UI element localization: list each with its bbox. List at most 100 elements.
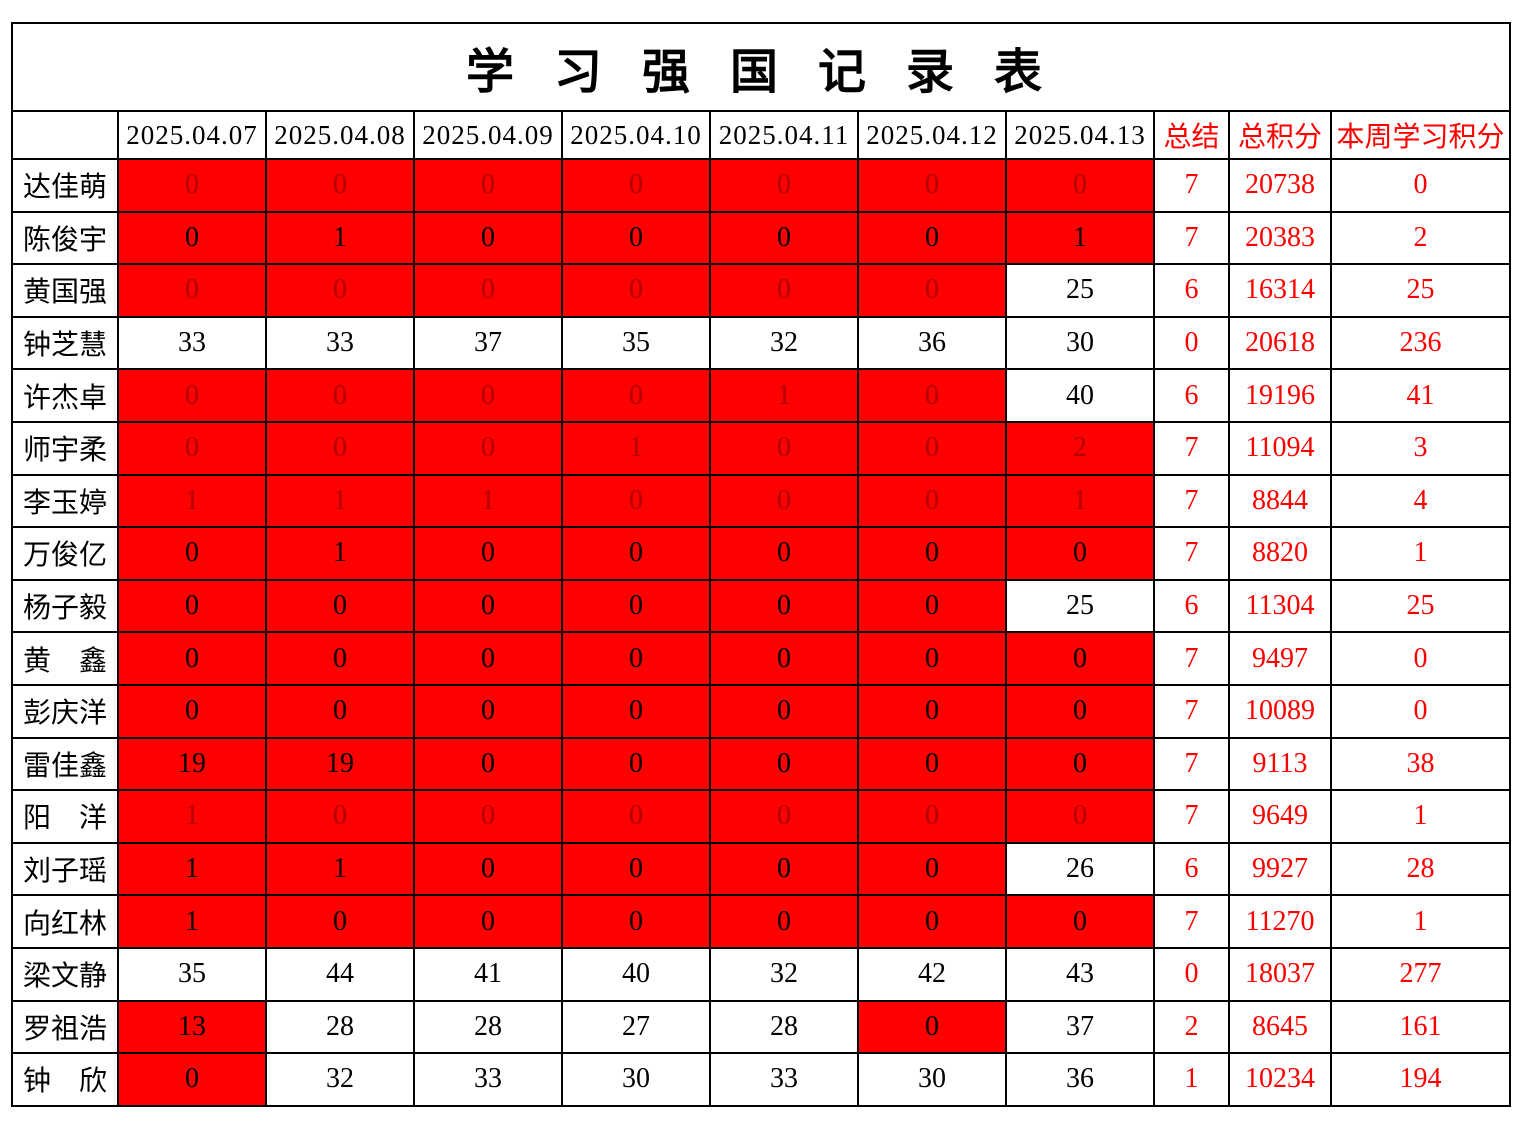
total-points-cell: 10234 (1228, 1052, 1332, 1107)
summary-cell: 6 (1153, 578, 1230, 634)
day-cell: 30 (857, 1052, 1007, 1107)
row-name: 罗祖浩 (11, 999, 119, 1055)
day-cell: 35 (561, 315, 711, 371)
day-cell: 0 (117, 158, 267, 213)
day-cell: 0 (413, 683, 563, 739)
day-cell: 36 (857, 315, 1007, 371)
day-cell: 0 (413, 631, 563, 686)
table-row: 黄国强 0 0 0 0 0 0 25 6 16314 25 (11, 263, 1511, 318)
row-name: 陈俊宇 (11, 210, 119, 266)
day-cell: 26 (1005, 841, 1155, 897)
day-cell: 0 (117, 683, 267, 739)
summary-cell: 2 (1153, 999, 1230, 1055)
day-cell: 0 (117, 368, 267, 423)
row-name: 李玉婷 (11, 473, 119, 529)
day-cell: 36 (1005, 1052, 1155, 1107)
day-cell: 0 (117, 1052, 267, 1107)
week-points-cell: 236 (1330, 315, 1511, 371)
day-cell: 0 (857, 420, 1007, 476)
col-header-date: 2025.04.13 (1005, 110, 1155, 160)
table-row: 许杰卓 0 0 0 0 1 0 40 6 19196 41 (11, 368, 1511, 423)
table-row: 刘子瑶 1 1 0 0 0 0 26 6 9927 28 (11, 841, 1511, 897)
day-cell: 0 (413, 578, 563, 634)
col-header-date: 2025.04.10 (561, 110, 711, 160)
header-row: 2025.04.07 2025.04.08 2025.04.09 2025.04.10… (11, 110, 1511, 160)
day-cell: 0 (857, 789, 1007, 844)
page-title: 学 习 强 国 记 录 表 (11, 22, 1511, 112)
day-cell: 0 (857, 368, 1007, 423)
day-cell: 0 (1005, 683, 1155, 739)
day-cell: 0 (1005, 894, 1155, 949)
day-cell: 0 (1005, 631, 1155, 686)
table-row: 向红林 1 0 0 0 0 0 0 7 11270 1 (11, 894, 1511, 949)
day-cell: 40 (1005, 368, 1155, 423)
table-row: 师宇柔 0 0 0 1 0 0 2 7 11094 3 (11, 420, 1511, 476)
day-cell: 0 (117, 526, 267, 581)
day-cell: 1 (265, 526, 415, 581)
row-name: 彭庆洋 (11, 683, 119, 739)
day-cell: 30 (561, 1052, 711, 1107)
day-cell: 1 (117, 894, 267, 949)
day-cell: 1 (117, 841, 267, 897)
day-cell: 33 (413, 1052, 563, 1107)
total-points-cell: 8645 (1228, 999, 1332, 1055)
col-header-week-points: 本周学习积分 (1330, 110, 1511, 160)
week-points-cell: 25 (1330, 263, 1511, 318)
summary-cell: 7 (1153, 210, 1230, 266)
col-header-date: 2025.04.09 (413, 110, 563, 160)
week-points-cell: 38 (1330, 736, 1511, 792)
day-cell: 0 (413, 841, 563, 897)
week-points-cell: 28 (1330, 841, 1511, 897)
row-name: 杨子毅 (11, 578, 119, 634)
row-name: 阳 洋 (11, 789, 119, 844)
week-points-cell: 4 (1330, 473, 1511, 529)
day-cell: 0 (561, 526, 711, 581)
week-points-cell: 0 (1330, 631, 1511, 686)
day-cell: 0 (561, 631, 711, 686)
day-cell: 0 (265, 158, 415, 213)
summary-cell: 0 (1153, 946, 1230, 1002)
day-cell: 1 (265, 473, 415, 529)
day-cell: 0 (265, 789, 415, 844)
day-cell: 0 (265, 631, 415, 686)
day-cell: 19 (265, 736, 415, 792)
day-cell: 0 (857, 999, 1007, 1055)
day-cell: 1 (265, 210, 415, 266)
day-cell: 0 (857, 263, 1007, 318)
total-points-cell: 11094 (1228, 420, 1332, 476)
day-cell: 41 (413, 946, 563, 1002)
week-points-cell: 0 (1330, 683, 1511, 739)
total-points-cell: 19196 (1228, 368, 1332, 423)
day-cell: 0 (709, 894, 859, 949)
day-cell: 0 (117, 420, 267, 476)
day-cell: 28 (413, 999, 563, 1055)
day-cell: 0 (561, 841, 711, 897)
day-cell: 0 (413, 368, 563, 423)
week-points-cell: 1 (1330, 789, 1511, 844)
day-cell: 0 (709, 578, 859, 634)
row-name: 达佳萌 (11, 158, 119, 213)
day-cell: 0 (561, 368, 711, 423)
day-cell: 0 (857, 736, 1007, 792)
week-points-cell: 2 (1330, 210, 1511, 266)
day-cell: 0 (857, 841, 1007, 897)
total-points-cell: 10089 (1228, 683, 1332, 739)
day-cell: 0 (561, 736, 711, 792)
day-cell: 0 (709, 420, 859, 476)
summary-cell: 7 (1153, 683, 1230, 739)
week-points-cell: 1 (1330, 894, 1511, 949)
summary-cell: 6 (1153, 841, 1230, 897)
day-cell: 19 (117, 736, 267, 792)
summary-cell: 7 (1153, 631, 1230, 686)
summary-cell: 7 (1153, 789, 1230, 844)
total-points-cell: 9649 (1228, 789, 1332, 844)
total-points-cell: 16314 (1228, 263, 1332, 318)
week-points-cell: 0 (1330, 158, 1511, 213)
corner-cell (11, 110, 119, 160)
day-cell: 0 (857, 894, 1007, 949)
day-cell: 0 (265, 420, 415, 476)
day-cell: 0 (117, 578, 267, 634)
day-cell: 37 (413, 315, 563, 371)
day-cell: 0 (413, 263, 563, 318)
row-name: 钟芝慧 (11, 315, 119, 371)
